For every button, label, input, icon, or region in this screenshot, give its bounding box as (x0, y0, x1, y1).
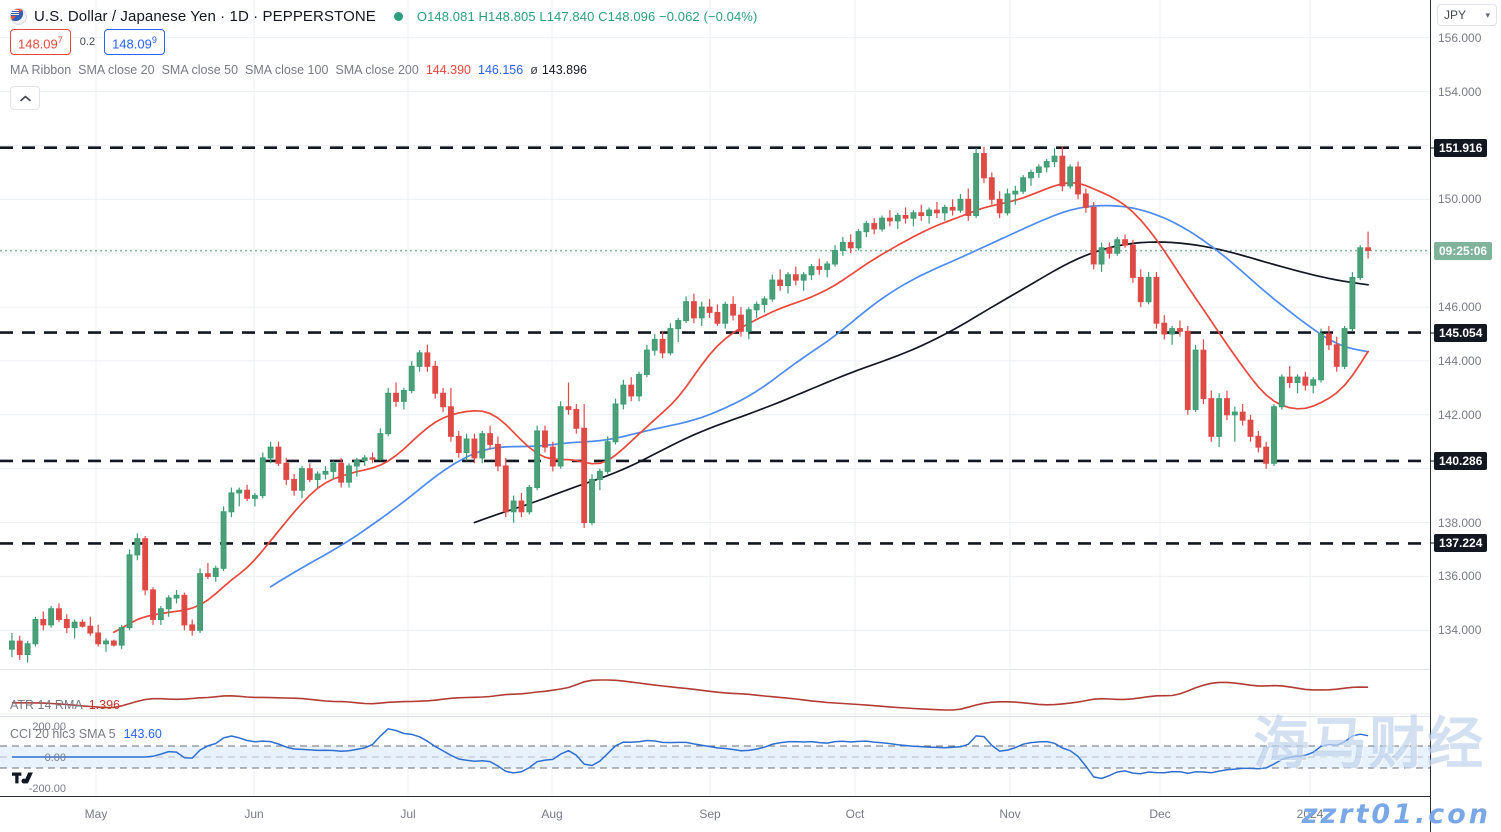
price-level-label[interactable]: 151.916 (1434, 138, 1488, 157)
ohlc-values: O148.081 H148.805 L147.840 C148.096 −0.0… (416, 8, 758, 24)
cci-value: 143.60 (123, 727, 162, 741)
atr-legend[interactable]: ATR 14 RMA 1.396 (10, 698, 120, 712)
ma-value-blue: 146.156 (478, 63, 524, 77)
cci-scale-top: 200.00 (32, 721, 66, 733)
chevron-up-glyph (19, 95, 31, 101)
atr-chart-canvas (0, 670, 1430, 716)
price-scale[interactable]: JPY ▾ 156.000 154.000 150.000 146.000 144.00… (1430, 0, 1501, 832)
ma-input-50: SMA close 50 (161, 63, 239, 77)
cci-name: CCI 20 hlc3 SMA 5 (10, 727, 116, 741)
ma-input-20: SMA close 20 (78, 63, 155, 77)
cci-indicator-pane[interactable] (0, 716, 1430, 797)
us-flag-icon (10, 7, 27, 25)
time-tick: Oct (845, 807, 865, 821)
ask-price-sup: 9 (151, 34, 157, 45)
time-tick: Nov (999, 807, 1021, 821)
cci-scale-bottom: -200.00 (28, 783, 66, 795)
price-tick: 142.000 (1438, 407, 1482, 422)
ma-input-200: SMA close 200 (335, 63, 419, 77)
price-level-label[interactable]: 140.286 (1434, 451, 1488, 470)
live-price-label[interactable]: 09:25:06 (1434, 241, 1493, 260)
bid-price-sup: 7 (57, 34, 63, 45)
price-tick: 150.000 (1438, 192, 1482, 207)
ma-input-100: SMA close 100 (245, 63, 329, 77)
time-tick: Dec (1149, 807, 1171, 821)
bid-ask-row: 148.097 0.2 148.099 (10, 28, 757, 56)
tradingview-logo[interactable] (12, 770, 38, 788)
cci-scale-mid: 0.00 (44, 752, 66, 764)
symbol-title[interactable]: U.S. Dollar / Japanese Yen · 1D · PEPPER… (34, 7, 376, 25)
ma-ribbon-legend[interactable]: MA Ribbon SMA close 20 SMA close 50 SMA … (10, 59, 757, 81)
price-tick: 156.000 (1438, 30, 1482, 45)
chevron-up-icon[interactable] (10, 86, 40, 110)
price-chart-canvas (0, 0, 1430, 668)
price-tick: 146.000 (1438, 300, 1482, 315)
ma-value-red: 144.390 (425, 63, 471, 77)
bid-price-value: 148.09 (18, 36, 58, 52)
price-tick: 136.000 (1438, 569, 1482, 584)
cci-legend[interactable]: CCI 20 hlc3 SMA 5 143.60 (10, 727, 162, 741)
main-price-pane[interactable] (0, 0, 1430, 668)
ma-ribbon-name: MA Ribbon (10, 63, 72, 77)
time-tick: Jul (400, 807, 416, 821)
cci-chart-canvas (0, 717, 1430, 797)
time-tick: Aug (541, 807, 563, 821)
ask-price-value: 148.09 (112, 36, 152, 52)
currency-label: JPY (1444, 8, 1467, 22)
price-level-label[interactable]: 145.054 (1434, 323, 1488, 342)
chart-legend: U.S. Dollar / Japanese Yen · 1D · PEPPER… (10, 5, 757, 110)
time-tick: Jun (244, 807, 264, 821)
ma-phi-symbol: ø (530, 63, 538, 77)
currency-select[interactable]: JPY ▾ (1437, 4, 1497, 26)
price-tick: 154.000 (1438, 84, 1482, 99)
ask-price-pill[interactable]: 148.099 (104, 28, 165, 56)
live-status-dot (393, 11, 403, 21)
bid-price-pill[interactable]: 148.097 (10, 28, 71, 56)
ma-value-black: 143.896 (541, 63, 588, 77)
price-tick: 144.000 (1438, 353, 1482, 368)
atr-value: 1.396 (88, 698, 120, 712)
atr-indicator-pane[interactable] (0, 669, 1430, 716)
price-tick: 134.000 (1438, 623, 1482, 638)
time-tick: Sep (699, 807, 721, 821)
spread-value: 0.2 (79, 36, 96, 48)
time-tick: 2024 (1296, 807, 1324, 821)
time-tick: May (84, 807, 108, 821)
price-level-label[interactable]: 137.224 (1434, 534, 1488, 553)
price-tick: 138.000 (1438, 515, 1482, 530)
atr-name: ATR 14 RMA (10, 698, 83, 712)
legend-title-row[interactable]: U.S. Dollar / Japanese Yen · 1D · PEPPER… (10, 5, 757, 27)
chevron-down-icon: ▾ (1485, 9, 1490, 20)
time-scale[interactable]: May Jun Jul Aug Sep Oct Nov Dec 2024 (0, 796, 1430, 832)
